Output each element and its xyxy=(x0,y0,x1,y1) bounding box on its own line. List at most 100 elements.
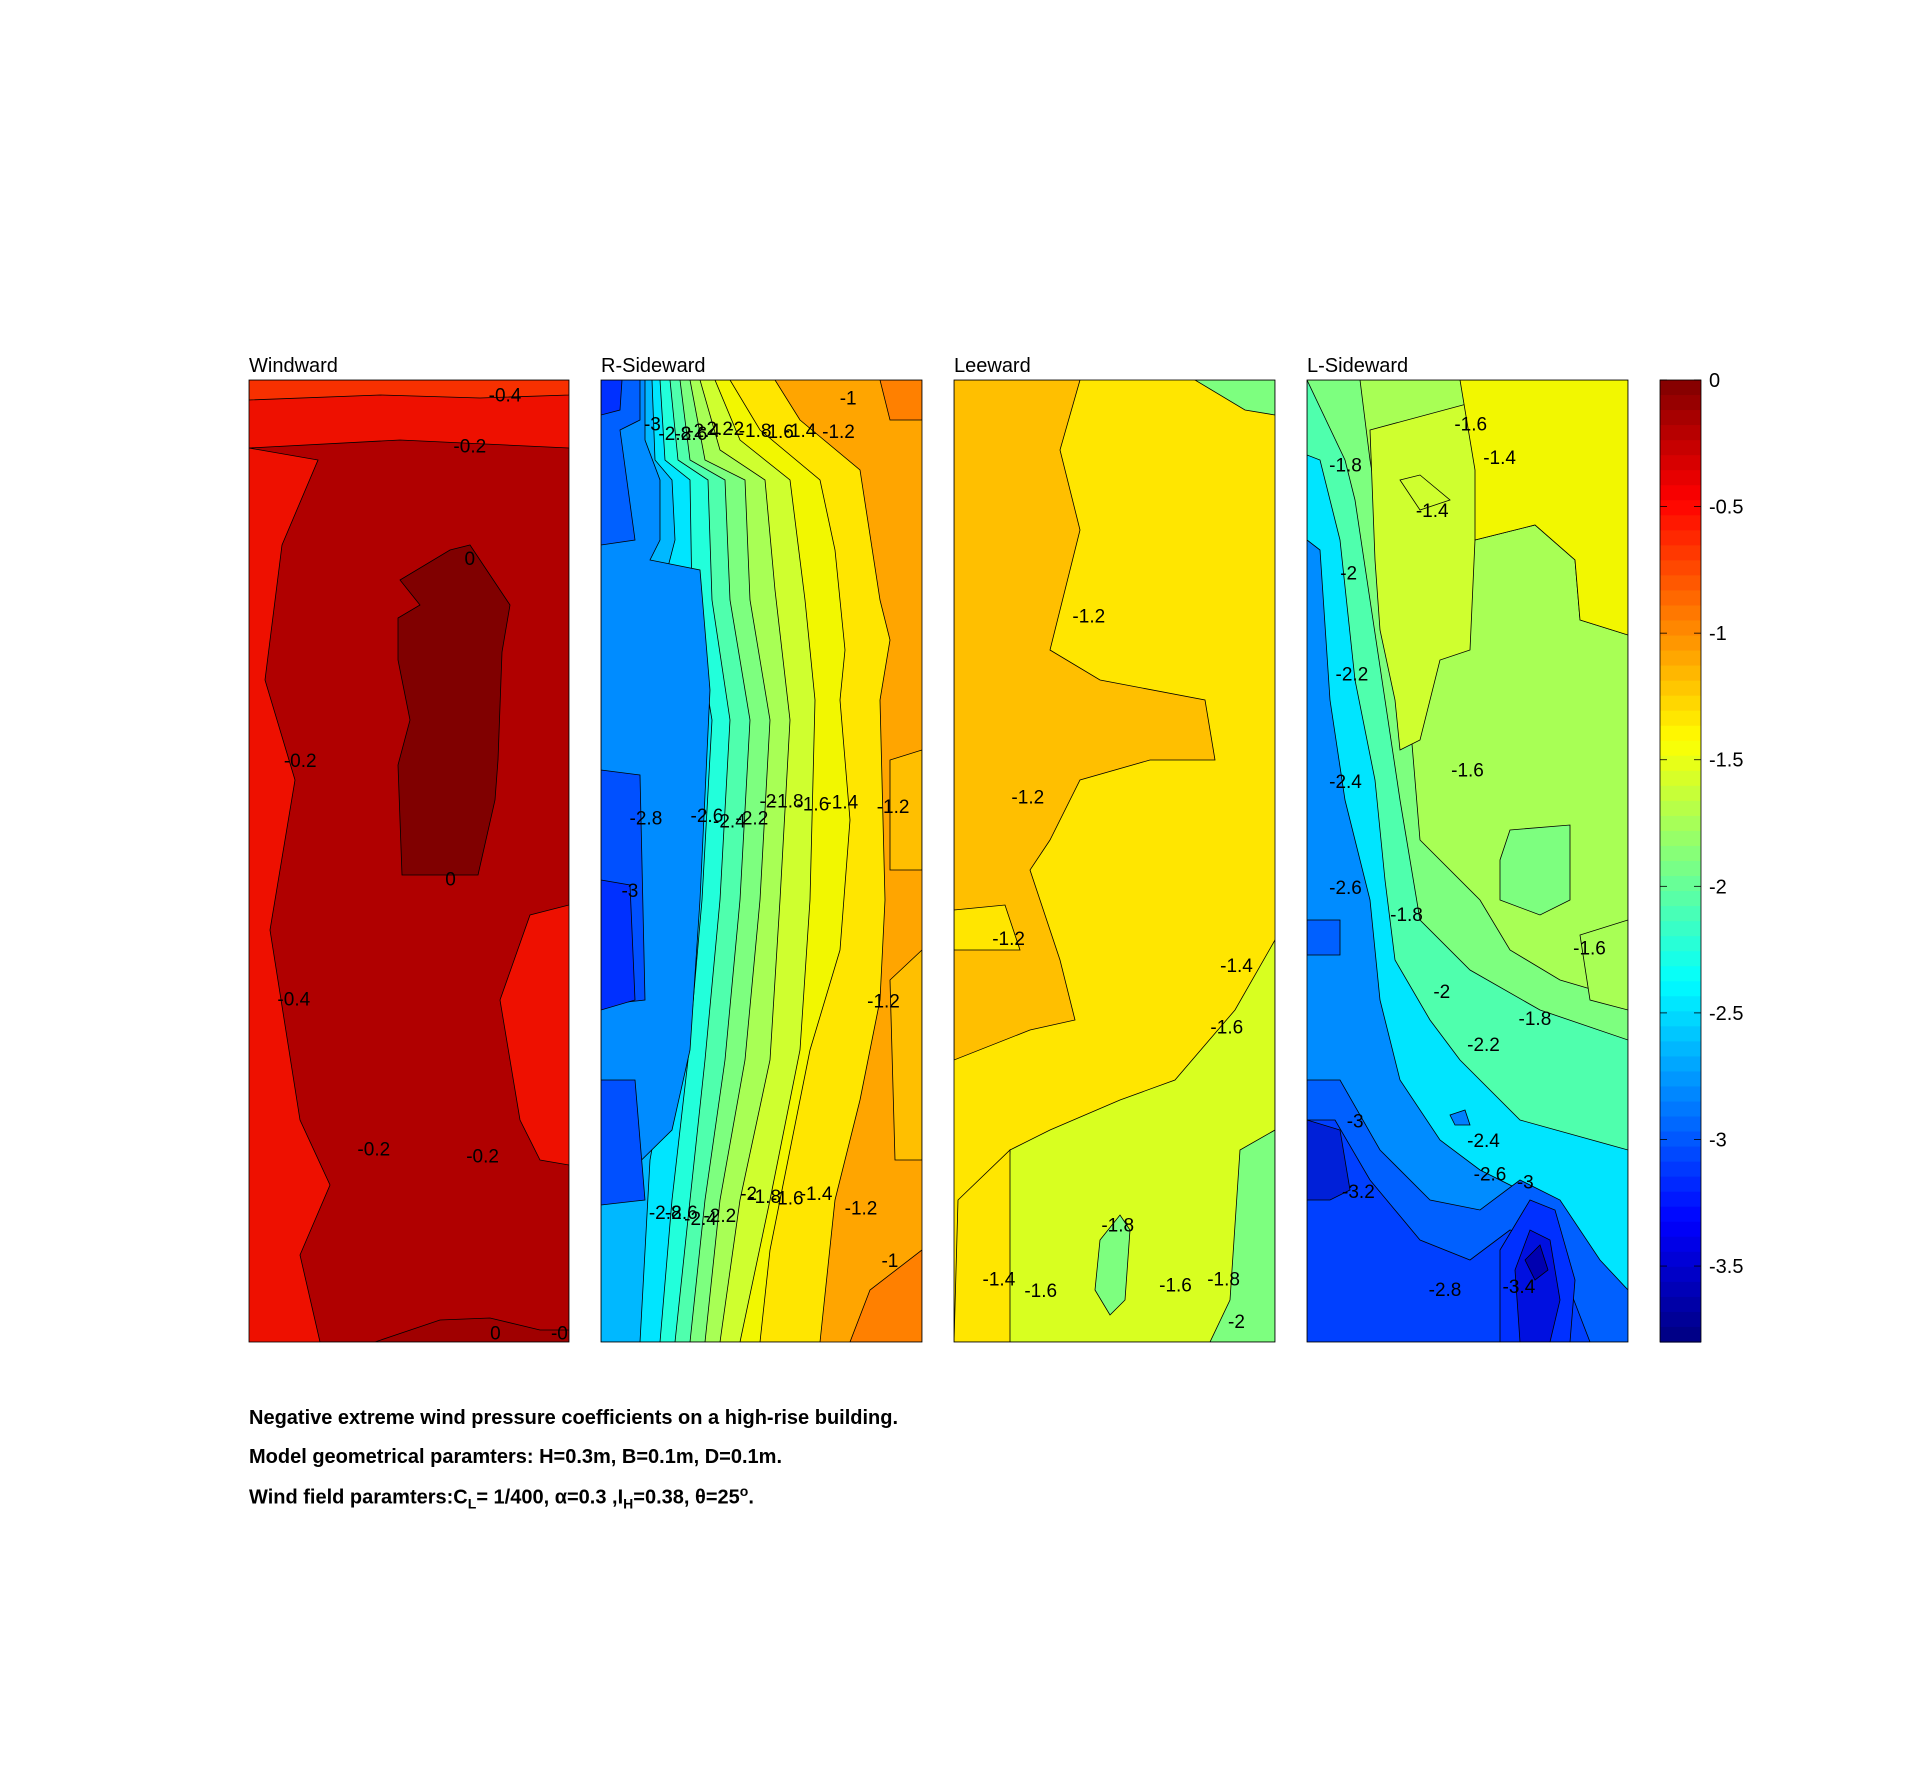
contour-label: -2 xyxy=(727,419,744,440)
colorbar-band xyxy=(1660,1326,1701,1343)
colorbar-band xyxy=(1660,500,1701,516)
contour-label: -0.2 xyxy=(284,751,317,772)
colorbar-band xyxy=(1660,1026,1701,1042)
contour-label: -1.6 xyxy=(1210,1018,1243,1039)
colorbar-band xyxy=(1660,620,1701,637)
contour-label: -3 xyxy=(1347,1112,1364,1133)
colorbar-band xyxy=(1660,1206,1701,1223)
colorbar-band xyxy=(1660,936,1701,952)
contour-label: -3 xyxy=(621,881,638,902)
caption-line-2: Model geometrical paramters: H=0.3m, B=0… xyxy=(249,1446,782,1468)
colorbar-band xyxy=(1660,1161,1701,1178)
colorbar-band xyxy=(1660,1236,1701,1253)
contour-label: -2.4 xyxy=(713,812,746,833)
contour-label: -1.8 xyxy=(1390,905,1423,926)
colorbar-band xyxy=(1660,575,1701,592)
contour-label: -0 xyxy=(551,1323,568,1344)
colorbar-band xyxy=(1660,1266,1701,1283)
colorbar-band xyxy=(1660,876,1701,892)
contour-label: -2.6 xyxy=(691,806,724,827)
contour-label: -2 xyxy=(1340,563,1357,584)
contour-fill xyxy=(954,380,1275,1342)
contour-label: -2.6 xyxy=(665,1203,698,1224)
contour-label: -1.2 xyxy=(992,929,1025,950)
contour-label: -1.6 xyxy=(1573,939,1606,960)
colorbar-band xyxy=(1660,1146,1701,1163)
contour-label: -1.8 xyxy=(771,791,804,812)
contour-label: -2.2 xyxy=(700,419,733,440)
colorbar-band xyxy=(1660,440,1701,456)
contour-label: -1.2 xyxy=(867,992,900,1013)
colorbar-band xyxy=(1660,470,1701,486)
contour-label: -2 xyxy=(1433,982,1450,1003)
colorbar-band xyxy=(1660,545,1701,561)
colorbar-tick-label: -0.5 xyxy=(1709,497,1743,519)
panel-title: R-Sideward xyxy=(601,355,705,377)
colorbar: 0 -0.5 -1 -1.5 -2 -2.5 -3 -3.5 xyxy=(1659,370,1743,1343)
colorbar-band xyxy=(1660,485,1701,501)
contour-label: -1.2 xyxy=(822,422,855,443)
colorbar-band xyxy=(1660,425,1701,441)
contour-label: -1.8 xyxy=(1207,1270,1240,1291)
colorbar-band xyxy=(1660,695,1701,712)
contour-label: -1 xyxy=(881,1251,898,1272)
colorbar-band xyxy=(1660,650,1701,667)
contour-label: -1.6 xyxy=(1159,1275,1192,1296)
contour-fill xyxy=(1307,380,1628,1342)
contour-label: -0.2 xyxy=(453,436,486,457)
caption-line-1: Negative extreme wind pressure coefficie… xyxy=(249,1407,899,1429)
contour-label: -2.2 xyxy=(1336,664,1369,685)
contour-label: -2.2 xyxy=(703,1206,736,1227)
colorbar-band xyxy=(1660,1056,1701,1073)
caption-line-3: Wind field paramters:CL= 1/400, α=0.3 ,I… xyxy=(249,1483,754,1512)
colorbar-band xyxy=(1660,665,1701,682)
contour-label: -2.8 xyxy=(630,809,663,830)
colorbar-tick-label: -1 xyxy=(1709,623,1727,645)
contour-label: -1.6 xyxy=(797,794,830,815)
panel-windward: Windward xyxy=(248,355,570,1343)
colorbar-band xyxy=(1660,1071,1701,1088)
contour-label: -3.2 xyxy=(1342,1182,1375,1203)
contour-label: -2.6 xyxy=(675,424,708,445)
colorbar-band xyxy=(1660,1086,1701,1103)
colorbar-band xyxy=(1660,590,1701,607)
contour-label: -2 xyxy=(759,791,776,812)
contour-label: -1.8 xyxy=(739,421,772,442)
colorbar-band xyxy=(1660,560,1701,577)
colorbar-band xyxy=(1660,770,1701,787)
contour-label: -1.8 xyxy=(1329,456,1362,477)
colorbar-band xyxy=(1660,1191,1701,1208)
colorbar-band xyxy=(1660,680,1701,697)
panel-r-sideward: R-Sideward xyxy=(600,355,923,1343)
colorbar-band xyxy=(1660,861,1701,877)
contour-fill xyxy=(249,380,569,1342)
contour-label: -1.4 xyxy=(983,1270,1016,1291)
colorbar-band xyxy=(1660,530,1701,546)
contour-label: -2.6 xyxy=(1329,878,1362,899)
colorbar-band xyxy=(1660,800,1701,817)
panel-title: L-Sideward xyxy=(1307,355,1408,377)
contour-label: -2.4 xyxy=(684,1209,717,1230)
contour-label: -3.4 xyxy=(1503,1277,1536,1298)
colorbar-band xyxy=(1660,906,1701,922)
panel-title: Leeward xyxy=(954,355,1031,377)
colorbar-band xyxy=(1660,755,1701,772)
colorbar-band xyxy=(1660,1101,1701,1118)
colorbar-tick-label: -3.5 xyxy=(1709,1256,1743,1278)
contour-label: -1.8 xyxy=(1519,1009,1552,1030)
contour-label: -2.4 xyxy=(1467,1131,1500,1152)
contour-label: -2.4 xyxy=(687,421,720,442)
contour-label: -2.2 xyxy=(1467,1035,1500,1056)
contour-label: -2.6 xyxy=(1474,1165,1507,1186)
colorbar-band xyxy=(1660,515,1701,531)
contour-label: -1.4 xyxy=(1220,956,1253,977)
colorbar-band xyxy=(1660,725,1701,742)
colorbar-band xyxy=(1660,981,1701,997)
colorbar-band xyxy=(1660,1176,1701,1193)
colorbar-band xyxy=(1660,785,1701,802)
contour-label: -0.2 xyxy=(357,1140,390,1161)
contour-label: -1.6 xyxy=(1451,761,1484,782)
contour-label: -0.2 xyxy=(466,1146,499,1167)
colorbar-tick-label: 0 xyxy=(1709,370,1720,392)
